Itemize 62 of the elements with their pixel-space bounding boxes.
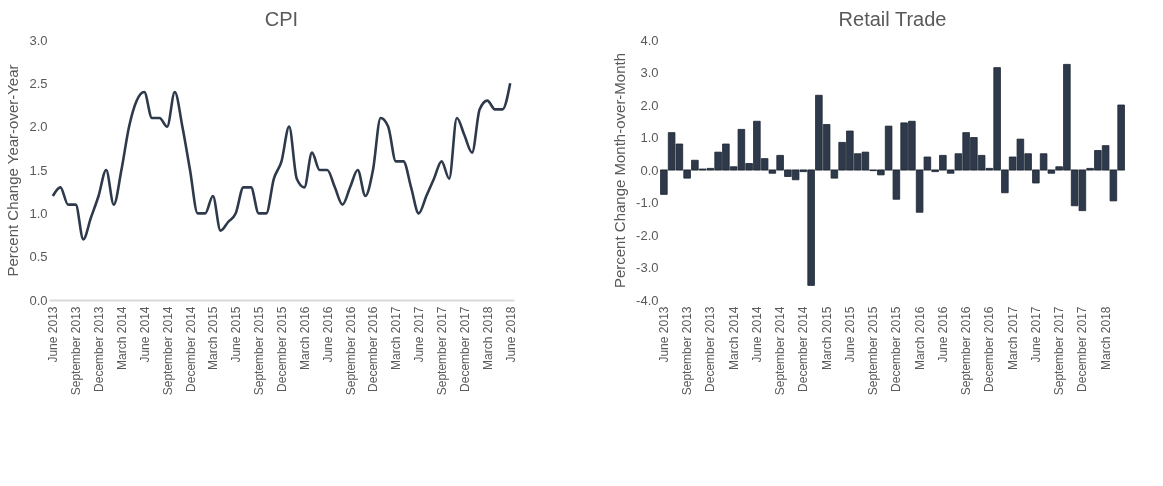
chart-title: CPI — [264, 8, 299, 30]
x-tick-label: March 2016 — [912, 306, 927, 370]
y-tick-label: 4.0 — [640, 32, 659, 48]
x-tick-label: December 2016 — [982, 306, 997, 392]
y-tick-label: 2.0 — [640, 97, 659, 113]
x-tick-label: June 2017 — [412, 306, 427, 363]
y-tick-label: -4.0 — [636, 292, 659, 308]
x-tick-label: September 2015 — [866, 306, 881, 396]
y-axis-title: Percent Change Year-over-Year — [4, 64, 22, 277]
y-tick-label: -1.0 — [636, 195, 659, 210]
x-tick-label: June 2016 — [320, 306, 335, 363]
y-tick-label: 3.0 — [29, 32, 48, 48]
y-tick-label: -3.0 — [636, 260, 659, 275]
x-tick-label: June 2014 — [749, 306, 764, 363]
x-tick-label: March 2016 — [297, 306, 312, 370]
x-tick-label: June 2017 — [1028, 306, 1043, 363]
y-tick-label: 3.0 — [640, 65, 659, 80]
x-tick-label: June 2015 — [842, 306, 857, 363]
x-tick-label: June 2014 — [137, 306, 152, 363]
chart-title: Retail Trade — [838, 8, 947, 30]
y-tick-label: 0.0 — [640, 162, 659, 178]
y-tick-label: 1.5 — [29, 162, 48, 178]
x-tick-label: December 2014 — [796, 306, 811, 392]
y-tick-label: 2.0 — [29, 119, 48, 135]
x-tick-label: December 2015 — [889, 306, 904, 392]
x-tick-label: September 2013 — [680, 306, 695, 396]
y-tick-label: -2.0 — [636, 227, 659, 243]
x-tick-label: March 2018 — [480, 306, 495, 370]
x-tick-label: September 2017 — [1052, 306, 1067, 396]
x-tick-label: December 2017 — [1075, 306, 1090, 392]
x-tick-label: September 2017 — [435, 306, 450, 396]
x-tick-label: December 2013 — [92, 306, 107, 392]
x-tick-label: March 2017 — [389, 306, 404, 370]
x-tick-label: March 2014 — [726, 306, 741, 370]
x-tick-label: June 2016 — [935, 306, 950, 363]
line-series — [51, 82, 512, 241]
x-tick-label: June 2015 — [229, 306, 244, 363]
x-tick-label: December 2015 — [275, 306, 289, 392]
x-tick-label: March 2015 — [206, 306, 221, 370]
x-tick-label: March 2017 — [1005, 306, 1020, 370]
y-tick-label: 2.5 — [29, 75, 48, 91]
x-tick-label: December 2014 — [183, 306, 198, 392]
x-tick-label: September 2016 — [343, 306, 358, 396]
x-tick-label: September 2016 — [959, 306, 974, 396]
x-tick-label: December 2013 — [703, 306, 718, 392]
x-tick-label: March 2015 — [819, 306, 834, 370]
x-tick-label: September 2014 — [160, 306, 175, 396]
x-tick-label: September 2013 — [69, 306, 84, 396]
x-tick-label: June 2018 — [503, 306, 518, 363]
x-tick-label: December 2016 — [366, 306, 381, 392]
x-tick-label: June 2013 — [46, 306, 61, 363]
y-tick-label: 0.5 — [29, 249, 48, 265]
x-tick-label: September 2014 — [773, 306, 788, 396]
x-tick-label: March 2018 — [1098, 306, 1113, 370]
y-axis-title: Percent Change Month-over-Month — [611, 52, 629, 289]
x-tick-label: March 2014 — [114, 306, 129, 370]
x-tick-label: December 2017 — [457, 306, 472, 392]
y-tick-label: 0.0 — [29, 292, 48, 308]
y-tick-label: 1.0 — [640, 130, 659, 145]
x-tick-label: June 2013 — [656, 306, 671, 363]
y-tick-label: 1.0 — [29, 205, 48, 221]
x-tick-label: September 2015 — [252, 306, 267, 396]
